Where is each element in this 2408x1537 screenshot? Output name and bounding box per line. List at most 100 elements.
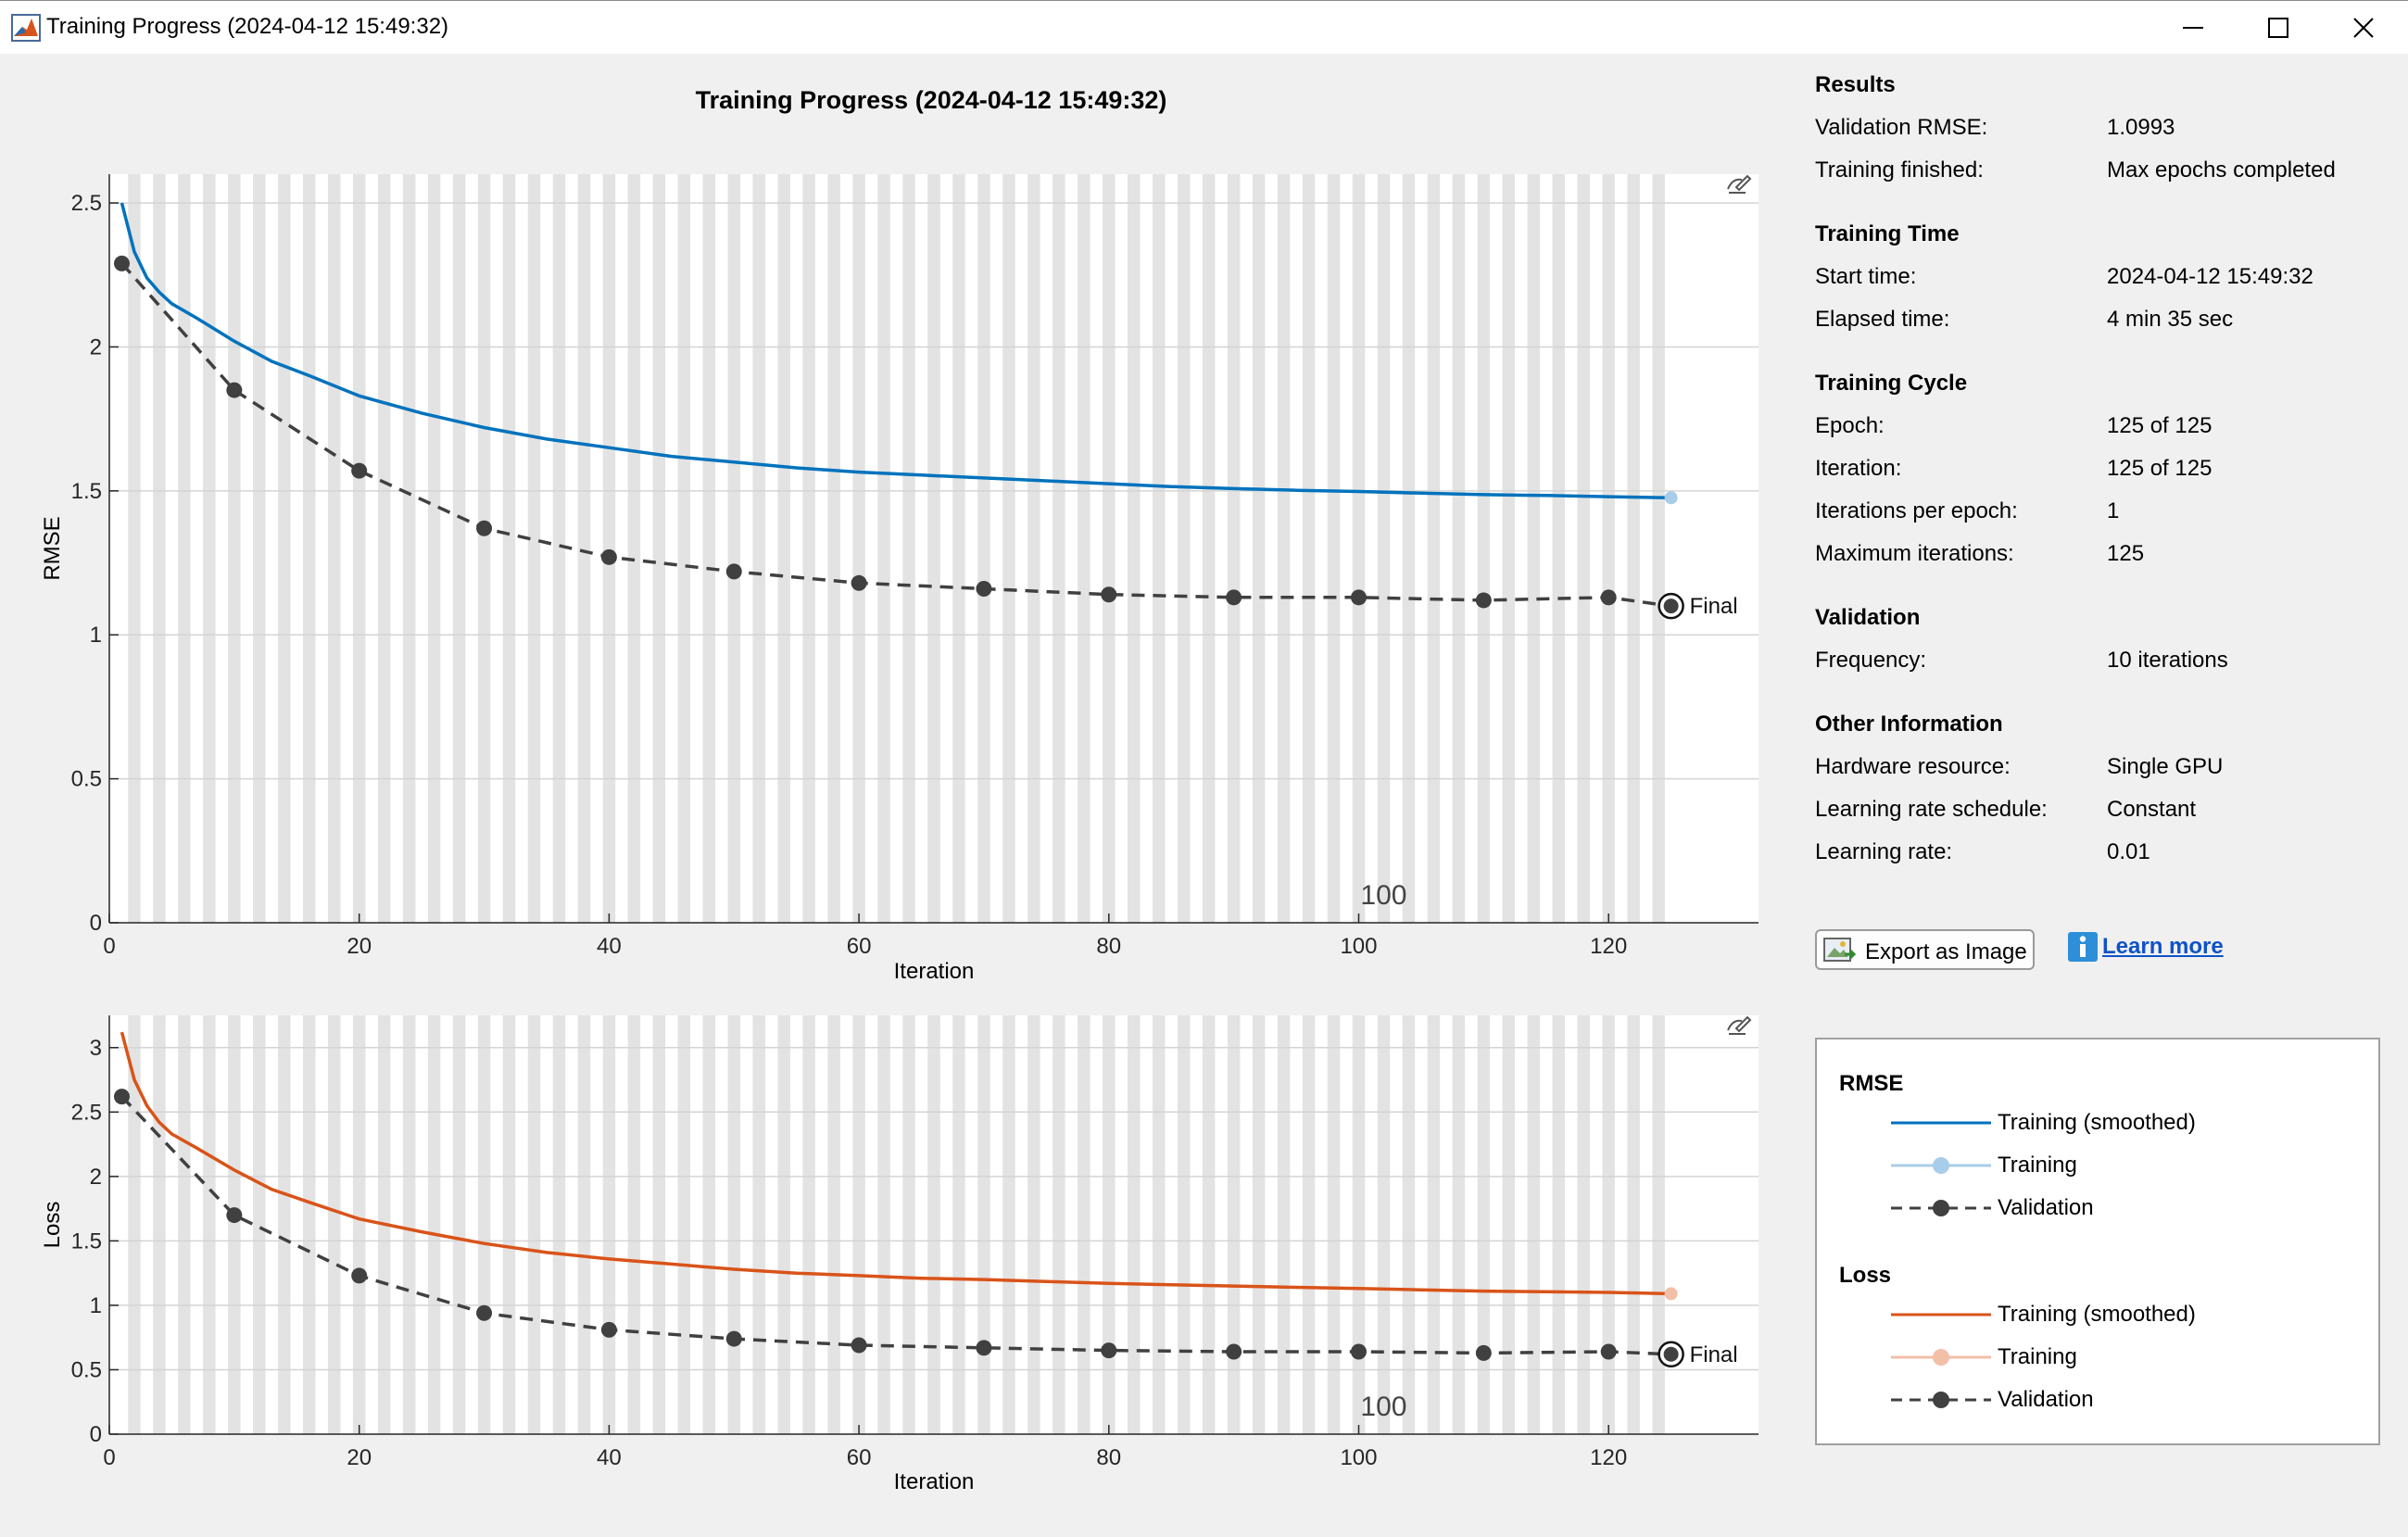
- loss-epoch-stripe: [1227, 1015, 1241, 1434]
- loss-epoch-stripe: [1477, 1015, 1491, 1434]
- rmse-epoch-stripe: [452, 174, 466, 923]
- loss-axes[interactable]: 100 Final 0 20 40 60 80 100 120 00.511.522.53 …: [40, 1015, 1759, 1494]
- loss-epoch-marker-label: 100: [1360, 1392, 1406, 1422]
- rmse-epoch-stripe: [1027, 174, 1040, 923]
- rmse-validation-point: [851, 574, 867, 591]
- rmse-epoch-stripe: [1277, 174, 1291, 923]
- rmse-export-icon[interactable]: [1727, 174, 1752, 194]
- rmse-epoch-stripe: [502, 174, 516, 923]
- learning-rate-label: Learning rate:: [1815, 839, 1953, 864]
- rmse-epoch-stripe: [1477, 174, 1491, 923]
- loss-epoch-stripe: [927, 1015, 940, 1434]
- loss-epoch-stripe: [1177, 1015, 1191, 1434]
- legend-rmse-smoothed-label: Training (smoothed): [1998, 1110, 2196, 1135]
- loss-epoch-stripe: [1527, 1015, 1541, 1434]
- rmse-epoch-stripe: [477, 174, 491, 923]
- epoch-label: Epoch:: [1815, 413, 1885, 438]
- loss-epoch-stripe: [402, 1015, 416, 1434]
- loss-epoch-stripe: [452, 1015, 466, 1434]
- legend-loss-training-swatch: [1891, 1349, 1991, 1366]
- rmse-epoch-stripe: [153, 174, 166, 923]
- rmse-epoch-stripe: [752, 174, 765, 923]
- legend-loss-heading: Loss: [1839, 1263, 1892, 1288]
- loss-x-ticks: 0 20 40 60 80 100 120: [103, 1425, 1627, 1470]
- loss-epoch-stripe: [602, 1015, 616, 1434]
- learning-rate-schedule-label: Learning rate schedule:: [1815, 797, 2048, 822]
- rmse-x-tick-label: 80: [1096, 934, 1121, 959]
- loss-validation-point: [351, 1267, 368, 1284]
- rmse-epoch-stripe: [352, 174, 366, 923]
- rmse-epoch-stripe: [1452, 174, 1466, 923]
- rmse-epoch-stripe: [627, 174, 641, 923]
- epoch-value: 125 of 125: [2107, 413, 2213, 438]
- loss-validation-point: [851, 1337, 867, 1354]
- frequency-label: Frequency:: [1815, 648, 1927, 673]
- rmse-y-ticks: 0 0.5 1 1.5 2 2.5: [71, 191, 119, 936]
- frequency-value: 10 iterations: [2107, 648, 2228, 673]
- export-as-image-button[interactable]: Export as Image: [1815, 929, 2035, 970]
- loss-x-tick-label: 80: [1096, 1445, 1121, 1470]
- loss-epoch-stripe: [702, 1015, 716, 1434]
- rmse-epoch-stripe: [827, 174, 840, 923]
- rmse-epoch-stripe: [1577, 174, 1590, 923]
- loss-validation-point: [1350, 1343, 1367, 1360]
- loss-validation-point: [1600, 1343, 1617, 1360]
- rmse-y-tick-label: 2: [90, 334, 102, 359]
- loss-axis-lines: [108, 1015, 1759, 1435]
- start-time-label: Start time:: [1815, 264, 1917, 289]
- loss-epoch-stripe: [1377, 1015, 1391, 1434]
- loss-epoch-stripe: [1078, 1015, 1091, 1434]
- loss-epoch-stripe: [1427, 1015, 1441, 1434]
- info-icon: [2068, 932, 2098, 962]
- maximum-iterations-label: Maximum iterations:: [1815, 541, 2014, 566]
- rmse-y-tick-label: 1: [90, 623, 102, 648]
- rmse-epoch-stripe: [128, 174, 141, 923]
- loss-epoch-stripe: [1577, 1015, 1590, 1434]
- rmse-epoch-stripe: [777, 174, 790, 923]
- rmse-validation-line: [120, 262, 1671, 608]
- rmse-epoch-stripe: [1103, 174, 1116, 923]
- loss-epoch-stripe: [1602, 1015, 1615, 1434]
- loss-epoch-stripe: [627, 1015, 641, 1434]
- rmse-epoch-marker-label: 100: [1360, 880, 1406, 911]
- learn-more-link[interactable]: Learn more: [2102, 934, 2224, 959]
- rmse-validation-point: [113, 255, 130, 271]
- iteration-label: Iteration:: [1815, 456, 1902, 481]
- loss-validation-point: [725, 1330, 742, 1347]
- legend-loss-training-label: Training: [1998, 1344, 2077, 1369]
- rmse-validation-point: [1600, 589, 1617, 606]
- rmse-epoch-stripe: [1252, 174, 1266, 923]
- loss-epoch-stripe: [577, 1015, 591, 1434]
- rmse-x-tick-label: 120: [1590, 934, 1627, 959]
- training-finished-label: Training finished:: [1815, 157, 1984, 183]
- loss-y-tick-label: 0: [90, 1422, 102, 1447]
- loss-x-tick-label: 60: [847, 1445, 872, 1470]
- rmse-grid: [109, 202, 1759, 780]
- rmse-axis-lines: [108, 174, 1759, 924]
- close-button[interactable]: [2322, 1, 2405, 55]
- legend-rmse-training-swatch: [1891, 1157, 1991, 1174]
- rmse-validation-point: [976, 581, 992, 598]
- rmse-axes[interactable]: 100 Final 0 20 40 60 80 100 120 0 0.5 1 1.5 2 2.5 I…: [40, 174, 1759, 984]
- loss-x-tick-label: 120: [1590, 1445, 1627, 1470]
- loss-epoch-stripe: [802, 1015, 815, 1434]
- validation-heading: Validation: [1815, 605, 1921, 630]
- loss-epoch-stripe: [1502, 1015, 1516, 1434]
- loss-validation-line: [120, 1095, 1671, 1356]
- rmse-epoch-stripe: [602, 174, 616, 923]
- rmse-y-tick-label: 0: [90, 911, 102, 936]
- rmse-x-tick-label: 100: [1340, 934, 1377, 959]
- loss-x-tick-label: 100: [1340, 1445, 1377, 1470]
- minimize-button[interactable]: [2151, 1, 2235, 55]
- loss-validation-point: [226, 1207, 243, 1224]
- loss-epoch-stripe: [1152, 1015, 1166, 1434]
- maximize-button[interactable]: [2237, 1, 2320, 55]
- loss-epoch-stripe: [1277, 1015, 1291, 1434]
- loss-export-icon[interactable]: [1727, 1015, 1752, 1035]
- rmse-x-tick-label: 0: [103, 934, 115, 959]
- loss-final-point: [1663, 1346, 1679, 1362]
- start-time-value: 2024-04-12 15:49:32: [2107, 264, 2313, 289]
- learning-rate-schedule-value: Constant: [2107, 797, 2197, 822]
- legend-loss-smoothed-label: Training (smoothed): [1998, 1302, 2196, 1327]
- rmse-epoch-stripe: [1377, 174, 1391, 923]
